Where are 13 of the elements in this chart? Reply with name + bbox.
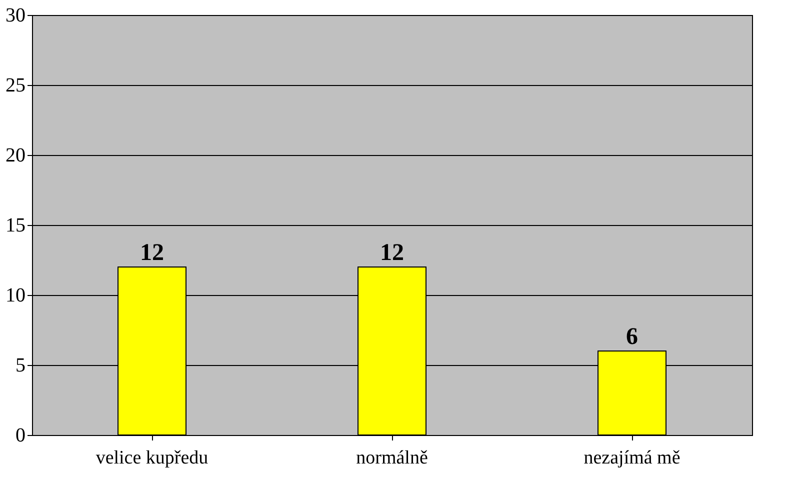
y-tick-label: 20 xyxy=(6,144,26,166)
x-tick-label: velice kupředu xyxy=(96,448,209,468)
y-tick-label: 5 xyxy=(16,354,26,376)
y-tick-label: 0 xyxy=(16,424,26,446)
y-tick-label: 15 xyxy=(6,214,26,236)
x-tick-label: normálně xyxy=(356,448,428,468)
data-label: 6 xyxy=(626,324,638,350)
y-tick-label: 30 xyxy=(6,4,26,26)
y-tick-label: 10 xyxy=(6,284,26,306)
x-tick-label: nezajímá mě xyxy=(584,448,680,468)
y-tick-label: 25 xyxy=(6,74,26,96)
data-label: 12 xyxy=(140,240,164,266)
data-label: 12 xyxy=(380,240,404,266)
